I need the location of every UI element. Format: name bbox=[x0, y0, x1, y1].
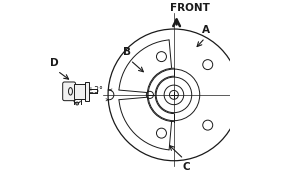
FancyBboxPatch shape bbox=[63, 82, 76, 101]
Text: FRONT: FRONT bbox=[170, 3, 210, 13]
Bar bbox=[85, 82, 89, 101]
Text: D: D bbox=[50, 58, 59, 68]
Text: C: C bbox=[182, 162, 190, 172]
Text: B: B bbox=[123, 47, 131, 57]
Bar bbox=[74, 84, 85, 99]
Text: A: A bbox=[202, 25, 210, 35]
Text: 0°±3°: 0°±3° bbox=[80, 86, 103, 95]
